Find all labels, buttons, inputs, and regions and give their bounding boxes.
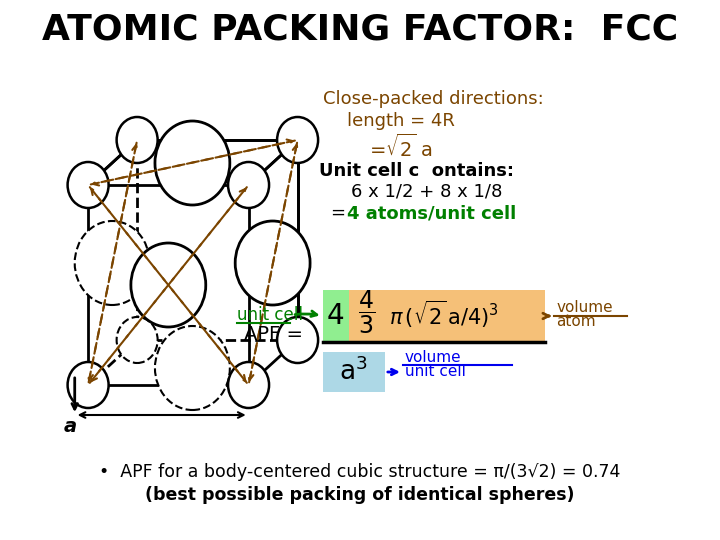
Circle shape xyxy=(155,326,230,410)
Text: ATOMIC PACKING FACTOR:  FCC: ATOMIC PACKING FACTOR: FCC xyxy=(42,12,678,46)
Circle shape xyxy=(155,121,230,205)
Text: volume: volume xyxy=(405,349,462,364)
Text: Unit cell c  ontains:: Unit cell c ontains: xyxy=(319,162,514,180)
Text: 4: 4 xyxy=(327,302,345,330)
Circle shape xyxy=(75,221,150,305)
Text: a: a xyxy=(64,417,77,436)
Circle shape xyxy=(228,162,269,208)
Text: =$\sqrt{2}$ a: =$\sqrt{2}$ a xyxy=(369,134,432,161)
Text: (best possible packing of identical spheres): (best possible packing of identical sphe… xyxy=(145,486,575,504)
Circle shape xyxy=(131,243,206,327)
Text: $\dfrac{4}{3}$: $\dfrac{4}{3}$ xyxy=(359,288,375,336)
Text: $\pi\,(\sqrt{2}\,\mathrm{a}/4)^3$: $\pi\,(\sqrt{2}\,\mathrm{a}/4)^3$ xyxy=(389,299,498,329)
Text: Close-packed directions:: Close-packed directions: xyxy=(323,90,544,108)
Text: 4 atoms/unit cell: 4 atoms/unit cell xyxy=(346,204,516,222)
Text: 6 x 1/2 + 8 x 1/8: 6 x 1/2 + 8 x 1/8 xyxy=(351,183,503,201)
Text: volume: volume xyxy=(556,300,613,314)
Circle shape xyxy=(68,362,109,408)
Text: unit cell: unit cell xyxy=(237,306,303,324)
Text: =: = xyxy=(331,204,352,222)
FancyBboxPatch shape xyxy=(323,352,385,392)
Circle shape xyxy=(68,162,109,208)
Circle shape xyxy=(117,117,158,163)
Circle shape xyxy=(277,117,318,163)
Circle shape xyxy=(228,362,269,408)
Circle shape xyxy=(277,317,318,363)
Circle shape xyxy=(117,317,158,363)
Text: length = 4R: length = 4R xyxy=(346,112,454,130)
Text: atom: atom xyxy=(556,314,595,329)
FancyBboxPatch shape xyxy=(323,290,349,342)
Text: $\mathrm{a}^3$: $\mathrm{a}^3$ xyxy=(339,357,368,386)
FancyBboxPatch shape xyxy=(349,290,546,342)
Text: APF =: APF = xyxy=(244,326,303,345)
Text: •  APF for a body-centered cubic structure = π/(3√2) = 0.74: • APF for a body-centered cubic structur… xyxy=(99,463,621,481)
Circle shape xyxy=(235,221,310,305)
Text: unit cell: unit cell xyxy=(405,364,465,380)
